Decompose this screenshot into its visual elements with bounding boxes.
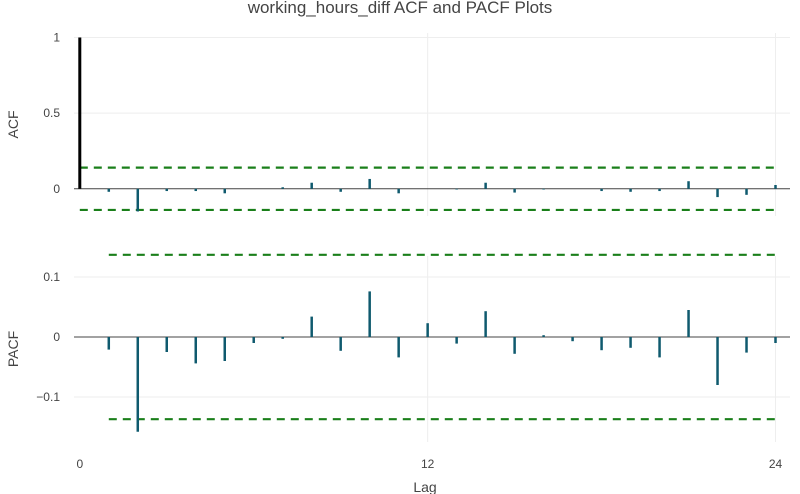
- x-tick-label: 12: [421, 457, 435, 471]
- bar-layer: [78, 37, 777, 432]
- label-layer: 0 0.5 1 ACF 0.1 0 −0.1 PACF 0 12 24: [5, 31, 783, 471]
- acf-y-tick-label: 1: [53, 31, 60, 45]
- acf-y-tick-label: 0: [53, 182, 60, 196]
- pacf-y-tick-label: −0.1: [36, 390, 60, 404]
- acf-y-tick-label: 0.5: [43, 106, 60, 120]
- x-tick-label: 24: [769, 457, 783, 471]
- grid-layer: [74, 33, 790, 442]
- x-tick-label: 0: [76, 457, 83, 471]
- zero-line-layer: [74, 188, 790, 338]
- pacf-y-tick-label: 0: [53, 330, 60, 344]
- pacf-y-axis-title: PACF: [5, 331, 21, 367]
- x-axis-title: Lag: [413, 479, 436, 494]
- chart-title: working_hours_diff ACF and PACF Plots: [247, 0, 553, 17]
- pacf-y-tick-label: 0.1: [43, 270, 60, 284]
- confidence-band-layer: [79, 166, 777, 421]
- acf-y-axis-title: ACF: [5, 111, 21, 139]
